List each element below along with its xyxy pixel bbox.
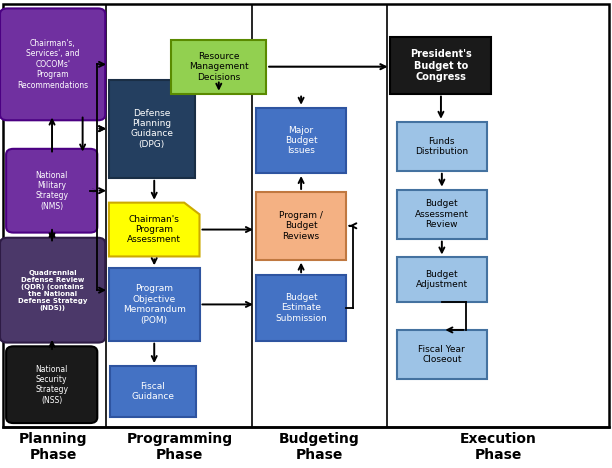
Text: President's
Budget to
Congress: President's Budget to Congress	[410, 49, 472, 82]
Text: Fiscal Year
Closeout: Fiscal Year Closeout	[419, 345, 465, 364]
Text: Budget
Assessment
Review: Budget Assessment Review	[415, 199, 469, 229]
FancyBboxPatch shape	[6, 149, 97, 233]
FancyBboxPatch shape	[0, 238, 105, 343]
Text: Resource
Management
Decisions: Resource Management Decisions	[189, 52, 248, 81]
Text: Quadrennial
Defense Review
(QDR) (contains
the National
Defense Strategy
(NDS)): Quadrennial Defense Review (QDR) (contai…	[18, 270, 88, 311]
FancyBboxPatch shape	[6, 346, 97, 423]
FancyBboxPatch shape	[3, 4, 609, 427]
Text: Programming
Phase: Programming Phase	[126, 432, 233, 462]
Text: Chairman's,
Services', and
COCOMs'
Program
Recommendations: Chairman's, Services', and COCOMs' Progr…	[17, 39, 88, 90]
Text: Budgeting
Phase: Budgeting Phase	[279, 432, 360, 462]
FancyBboxPatch shape	[256, 108, 346, 173]
FancyBboxPatch shape	[171, 40, 266, 94]
FancyBboxPatch shape	[397, 257, 487, 302]
Polygon shape	[109, 203, 200, 256]
Text: Fiscal
Guidance: Fiscal Guidance	[132, 382, 174, 402]
FancyBboxPatch shape	[110, 366, 196, 417]
FancyBboxPatch shape	[397, 190, 487, 239]
Text: National
Military
Strategy
(NMS): National Military Strategy (NMS)	[35, 171, 68, 211]
Text: Budget
Estimate
Submission: Budget Estimate Submission	[275, 293, 327, 323]
FancyBboxPatch shape	[397, 122, 487, 171]
Text: Funds
Distribution: Funds Distribution	[416, 137, 468, 156]
FancyBboxPatch shape	[256, 192, 346, 260]
FancyBboxPatch shape	[397, 330, 487, 379]
Text: Major
Budget
Issues: Major Budget Issues	[285, 125, 318, 155]
FancyBboxPatch shape	[109, 268, 200, 341]
Text: Chairman's
Program
Assessment: Chairman's Program Assessment	[127, 215, 181, 244]
Text: National
Security
Strategy
(NSS): National Security Strategy (NSS)	[35, 365, 68, 405]
Text: Program
Objective
Memorandum
(POM): Program Objective Memorandum (POM)	[123, 285, 185, 324]
Text: Budget
Adjustment: Budget Adjustment	[416, 270, 468, 289]
Text: Program /
Budget
Reviews: Program / Budget Reviews	[279, 211, 323, 241]
Text: Defense
Planning
Guidance
(DPG): Defense Planning Guidance (DPG)	[130, 109, 173, 149]
Text: Execution
Phase: Execution Phase	[460, 432, 537, 462]
FancyBboxPatch shape	[256, 275, 346, 341]
FancyBboxPatch shape	[0, 8, 105, 120]
FancyBboxPatch shape	[109, 80, 195, 178]
Text: Planning
Phase: Planning Phase	[19, 432, 88, 462]
FancyBboxPatch shape	[390, 37, 491, 94]
